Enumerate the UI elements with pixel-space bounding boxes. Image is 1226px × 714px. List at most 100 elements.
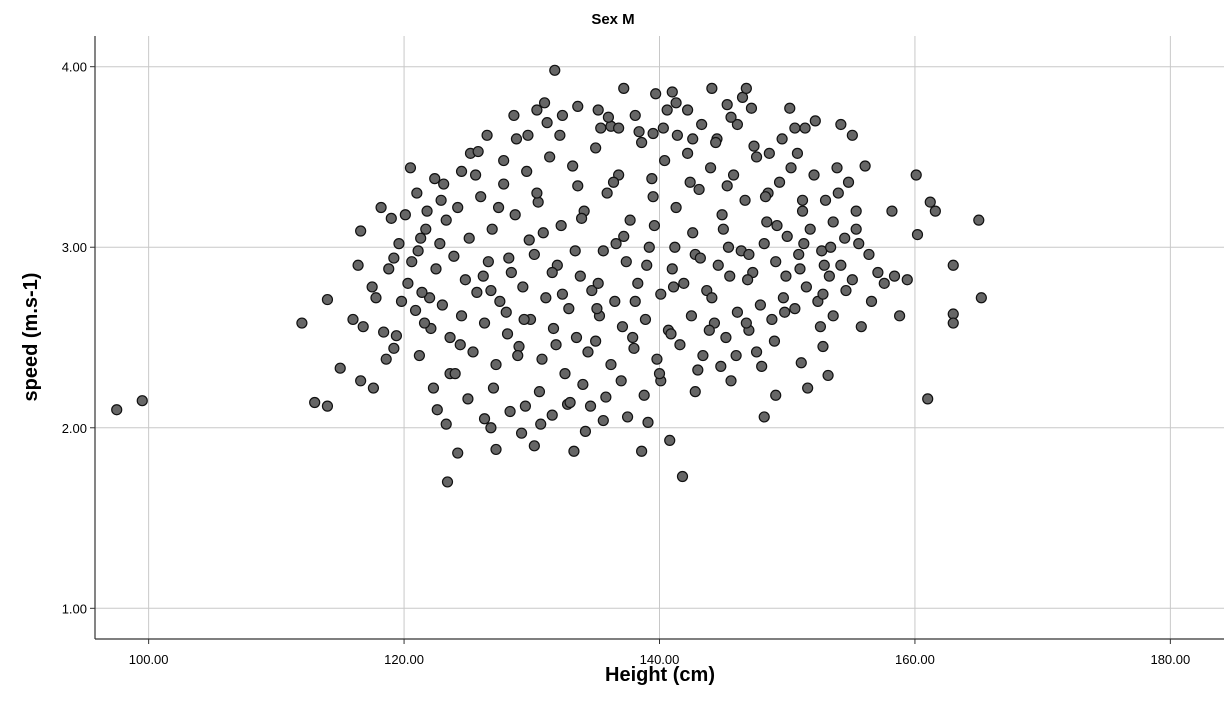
- data-point: [793, 248, 805, 261]
- data-point: [321, 293, 334, 306]
- data-point: [592, 104, 604, 116]
- data-point: [703, 324, 715, 336]
- data-point: [546, 409, 558, 421]
- data-point: [355, 375, 367, 387]
- data-point: [855, 321, 867, 333]
- data-point: [770, 389, 782, 401]
- data-point: [627, 331, 639, 344]
- data-point: [429, 173, 441, 185]
- data-point: [781, 230, 793, 242]
- data-point: [448, 250, 460, 262]
- data-point: [610, 238, 622, 250]
- data-point: [809, 115, 821, 127]
- data-point: [666, 86, 678, 98]
- data-point: [485, 284, 497, 297]
- data-point: [817, 288, 829, 300]
- data-point: [415, 232, 427, 244]
- data-point: [395, 295, 408, 307]
- data-point: [716, 209, 728, 221]
- data-point: [393, 238, 405, 250]
- data-point: [758, 411, 770, 423]
- data-point: [462, 393, 474, 405]
- data-point: [659, 154, 671, 167]
- data-point: [531, 187, 543, 199]
- data-point: [888, 270, 901, 282]
- data-point: [929, 205, 941, 217]
- data-point: [579, 425, 592, 437]
- data-point: [544, 151, 556, 163]
- data-point: [835, 259, 847, 271]
- data-point: [827, 216, 839, 228]
- data-point: [706, 82, 718, 94]
- data-point: [646, 173, 658, 185]
- data-point: [467, 346, 479, 358]
- data-point: [601, 187, 613, 199]
- data-point: [541, 117, 553, 129]
- data-point: [743, 248, 755, 261]
- data-point: [850, 223, 862, 235]
- data-point: [789, 122, 801, 134]
- data-point: [687, 227, 699, 239]
- data-point: [814, 321, 827, 333]
- data-point: [761, 216, 773, 228]
- data-point: [704, 162, 717, 174]
- data-point: [667, 281, 680, 293]
- data-point: [590, 335, 602, 347]
- data-point: [472, 145, 484, 158]
- data-point: [613, 122, 625, 134]
- data-point: [676, 470, 689, 483]
- data-point: [616, 321, 629, 333]
- grid-layer: [90, 36, 1224, 644]
- data-point: [607, 176, 620, 188]
- data-point: [533, 386, 546, 398]
- data-point: [636, 136, 648, 149]
- data-point: [600, 391, 612, 403]
- data-point: [334, 362, 346, 374]
- data-point: [731, 306, 744, 318]
- data-point: [648, 219, 660, 232]
- data-point: [427, 382, 440, 394]
- data-point: [759, 191, 772, 203]
- data-point: [567, 160, 579, 172]
- data-point: [420, 223, 432, 235]
- data-point: [504, 405, 516, 418]
- data-point: [671, 129, 683, 141]
- data-point: [780, 270, 792, 282]
- data-point: [647, 191, 659, 203]
- data-point: [924, 196, 936, 208]
- data-point: [785, 162, 797, 174]
- data-point: [685, 310, 698, 322]
- data-point: [650, 88, 662, 100]
- data-point: [872, 266, 884, 279]
- data-point: [568, 445, 580, 457]
- data-point: [528, 440, 540, 452]
- data-point: [740, 317, 752, 329]
- data-point: [842, 176, 855, 188]
- data-point: [399, 209, 411, 221]
- chart-title: Sex M: [591, 11, 634, 28]
- data-point: [388, 342, 400, 354]
- data-point: [721, 180, 733, 192]
- data-point: [471, 286, 483, 298]
- data-point: [590, 142, 602, 154]
- data-point: [827, 310, 839, 322]
- data-point: [771, 219, 783, 232]
- data-point: [375, 201, 387, 214]
- data-point: [657, 122, 669, 134]
- data-point: [540, 292, 552, 304]
- data-point: [621, 411, 634, 423]
- data-point: [795, 357, 807, 369]
- data-point: [745, 102, 758, 114]
- data-points: [111, 64, 987, 488]
- data-point: [628, 342, 640, 354]
- data-point: [367, 382, 380, 394]
- data-point: [388, 252, 400, 264]
- data-point: [666, 263, 678, 275]
- data-point: [490, 443, 502, 456]
- data-point: [766, 313, 778, 326]
- data-point: [669, 241, 681, 253]
- data-point: [555, 219, 567, 232]
- data-point: [773, 176, 786, 188]
- data-point: [825, 241, 837, 253]
- data-point: [846, 129, 858, 141]
